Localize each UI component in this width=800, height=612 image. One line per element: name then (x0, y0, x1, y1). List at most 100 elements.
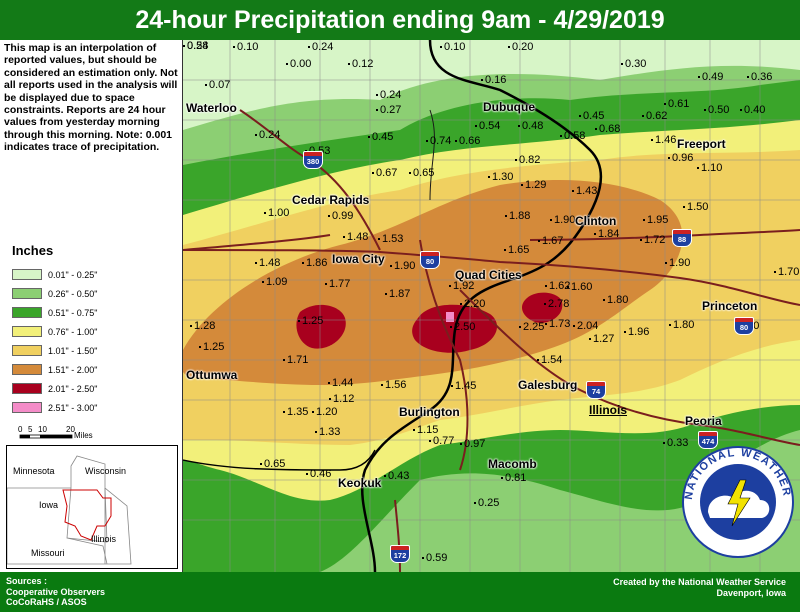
precip-value: 0.81 (501, 472, 526, 484)
interstate-shield: 380 (303, 151, 323, 169)
city-label: Waterloo (186, 101, 237, 115)
precip-value: 1.25 (298, 315, 323, 327)
precip-value: 0.10 (440, 41, 465, 53)
precip-value: 0.00 (286, 58, 311, 70)
precip-value: 0.66 (455, 135, 480, 147)
legend-title: Inches (12, 243, 54, 258)
legend-item: 0.76" - 1.00" (12, 326, 97, 337)
precip-value: 1.90 (550, 214, 575, 226)
precip-value: 0.25 (474, 497, 499, 509)
precip-value: 0.65 (409, 167, 434, 179)
precip-value: 1.46 (651, 134, 676, 146)
precip-value: 1.88 (505, 210, 530, 222)
legend-item: 2.51" - 3.00" (12, 402, 97, 413)
scale-bar: 0 5 10 20 Miles (18, 425, 93, 440)
legend-label: 2.01" - 2.50" (48, 383, 98, 394)
credit-line: Created by the National Weather Service (613, 577, 786, 587)
precip-value: 0.20 (508, 41, 533, 53)
precip-value: 2.25 (519, 321, 544, 333)
precip-value: 1.70 (774, 266, 799, 278)
precip-value: 1.56 (381, 379, 406, 391)
precip-value: 1.72 (640, 234, 665, 246)
inset-label-illinois: Illinois (91, 534, 117, 544)
source-item: Cooperative Observers (6, 586, 106, 597)
precip-value: 1.80 (603, 294, 628, 306)
inset-label-iowa: Iowa (39, 500, 58, 510)
legend-swatch (12, 364, 42, 375)
precip-value: 1.25 (199, 341, 224, 353)
precip-value: 1.95 (643, 214, 668, 226)
scale-unit: Miles (74, 431, 93, 440)
legend-item: 0.01" - 0.25" (12, 269, 97, 280)
precip-value: 1.35 (283, 406, 308, 418)
inset-label-wisconsin: Wisconsin (85, 466, 126, 476)
state-label-illinois: Illinois (589, 403, 628, 417)
precip-value: 0.30 (621, 58, 646, 70)
city-label: Dubuque (483, 100, 535, 114)
interstate-shield: 80 (420, 251, 440, 269)
interstate-shield: 80 (734, 317, 754, 335)
legend-label: 0.26" - 0.50" (48, 288, 98, 299)
precip-value: 1.12 (329, 393, 354, 405)
legend-swatch (12, 402, 42, 413)
precip-value: 1.92 (449, 280, 474, 292)
precip-value: 1.87 (385, 288, 410, 300)
legend-label: 1.51" - 2.00" (48, 364, 98, 375)
scale-tick: 0 (18, 425, 23, 434)
precip-value: 1.73 (545, 318, 570, 330)
legend-item: 1.51" - 2.00" (12, 364, 97, 375)
legend-swatch (12, 269, 42, 280)
interstate-shield: 74 (586, 381, 606, 399)
city-label: Clinton (575, 214, 617, 228)
precip-value: 0.16 (481, 74, 506, 86)
nws-logo: NATIONAL WEATHER SERVICE (678, 440, 794, 558)
city-label: Peoria (685, 414, 722, 428)
precip-value: 0.24 (255, 129, 280, 141)
sources-title: Sources : (6, 576, 48, 586)
precip-value: 1.29 (521, 179, 546, 191)
precip-value: 1.86 (302, 257, 327, 269)
precip-value: 0.82 (515, 154, 540, 166)
disclaimer-note: This map is an interpolation of reported… (4, 42, 178, 154)
precip-value: 1.90 (665, 257, 690, 269)
city-label: Burlington (399, 405, 460, 419)
precip-value: 0.36 (747, 71, 772, 83)
precip-value: 0.58 (560, 130, 585, 142)
precip-value: 0.61 (664, 98, 689, 110)
inset-label-missouri: Missouri (31, 548, 65, 558)
interstate-shield: 88 (672, 229, 692, 247)
city-label: Ottumwa (186, 368, 238, 382)
city-label: Quad Cities (455, 268, 522, 282)
city-label: Keokuk (338, 476, 382, 490)
inset-label-minnesota: Minnesota (13, 466, 55, 476)
locator-inset-map: Minnesota Wisconsin Iowa Illinois Missou… (6, 445, 178, 569)
precip-value: 1.00 (264, 207, 289, 219)
legend-swatch (12, 326, 42, 337)
precip-value: 1.54 (537, 354, 562, 366)
precip-value: 0.49 (698, 71, 723, 83)
legend-label: 0.76" - 1.00" (48, 326, 98, 337)
precip-value: 1.50 (683, 201, 708, 213)
precip-value: 1.45 (451, 380, 476, 392)
precip-value: 1.71 (283, 354, 308, 366)
precip-value: 0.74 (426, 135, 451, 147)
precip-value: 1.96 (624, 326, 649, 338)
legend-swatch (12, 288, 42, 299)
legend-swatch (12, 345, 42, 356)
precip-value: 1.67 (538, 235, 563, 247)
legend-label: 0.01" - 0.25" (48, 269, 98, 280)
city-label: Princeton (702, 299, 758, 313)
precip-value: 0.24 (308, 41, 333, 53)
source-item: CoCoRaHS / ASOS (6, 597, 87, 607)
precip-value: 1.48 (343, 231, 368, 243)
precip-value: 0.62 (642, 110, 667, 122)
legend-label: 2.51" - 3.00" (48, 402, 98, 413)
precip-value: 1.77 (325, 278, 350, 290)
precip-value: 0.27 (376, 104, 401, 116)
precip-value: 1.15 (413, 424, 438, 436)
precip-value: 0.96 (668, 152, 693, 164)
precip-value: 0.65 (260, 458, 285, 470)
legend-label: 1.01" - 1.50" (48, 345, 98, 356)
precip-value: 0.40 (740, 104, 765, 116)
map-title: 24-hour Precipitation ending 9am - 4/29/… (0, 0, 800, 40)
